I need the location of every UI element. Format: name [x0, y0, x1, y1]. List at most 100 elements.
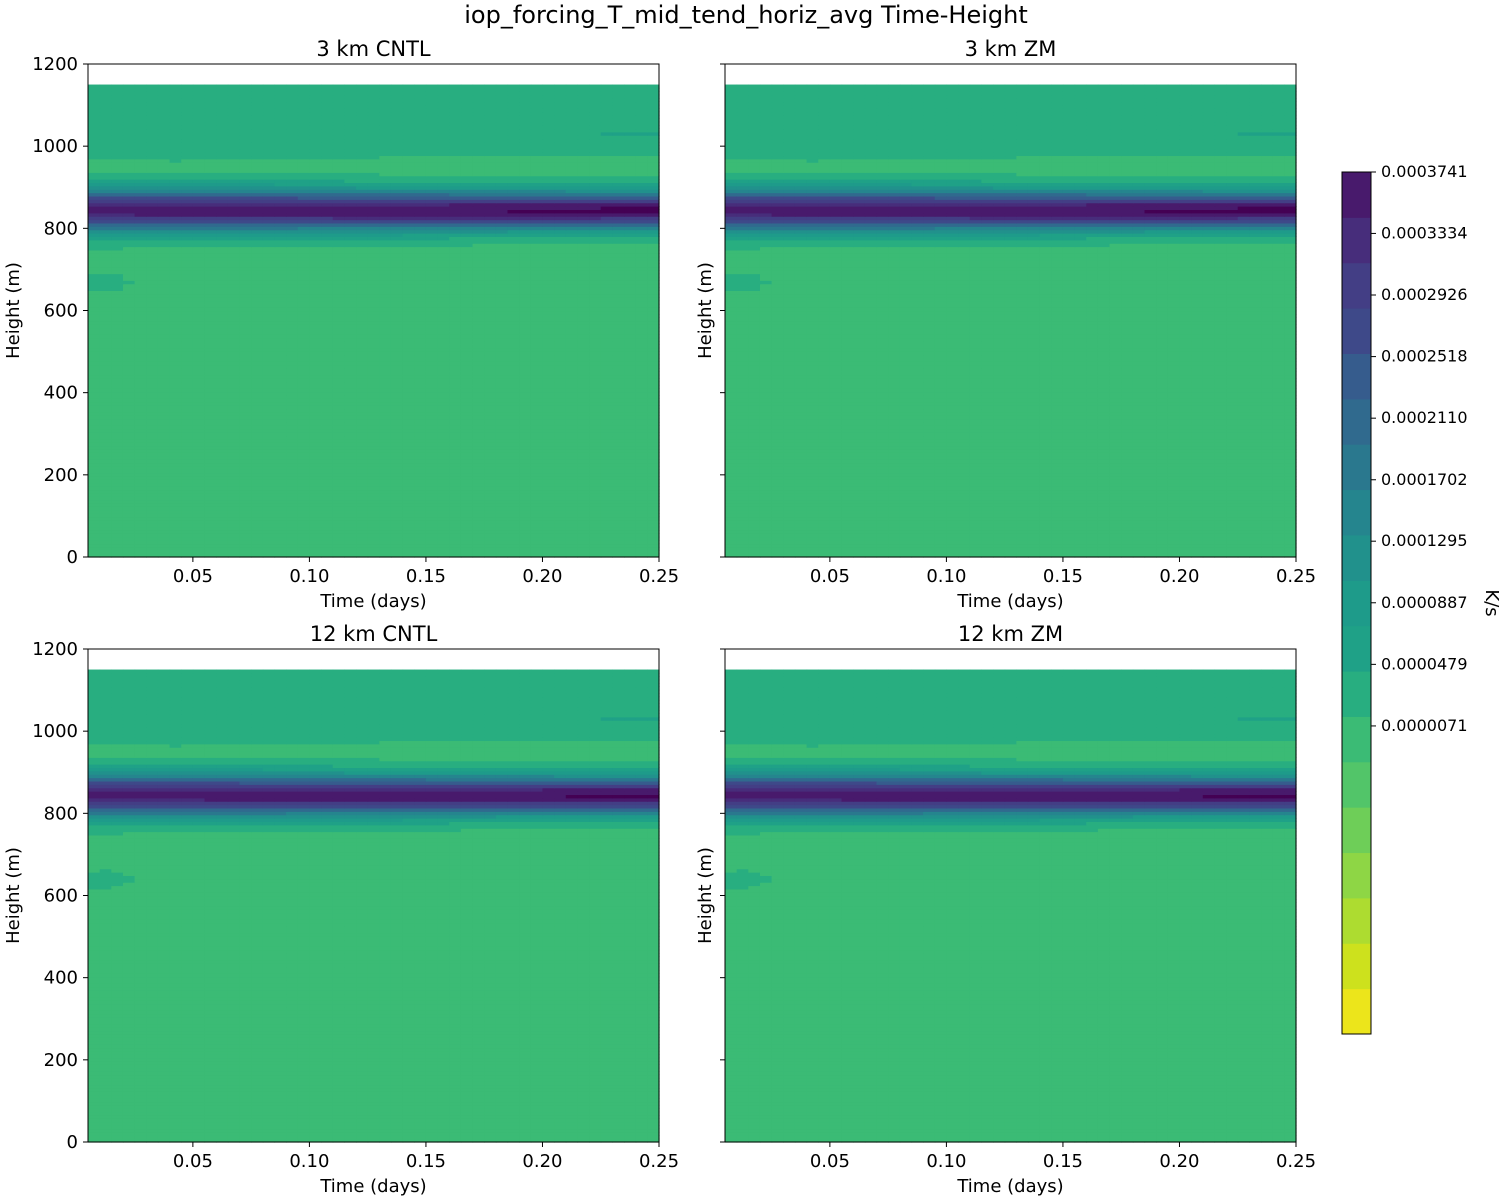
- contour-cell: [263, 540, 275, 544]
- contour-cell: [391, 520, 403, 524]
- contour-cell: [123, 533, 135, 537]
- contour-cell: [146, 483, 158, 487]
- contour-cell: [636, 483, 648, 487]
- contour-cell: [636, 520, 648, 524]
- contour-cell: [216, 527, 228, 531]
- contour-cell: [216, 533, 228, 537]
- contour-cell: [251, 476, 263, 480]
- contour-cell: [123, 483, 135, 487]
- contour-cell: [100, 463, 112, 467]
- contour-cell: [612, 483, 624, 487]
- contour-cell: [368, 533, 380, 537]
- contour-cell: [426, 469, 438, 473]
- contour-cell: [531, 506, 543, 510]
- contour-cell: [508, 520, 520, 524]
- contour-cell: [449, 547, 461, 551]
- contour-cell: [426, 483, 438, 487]
- contour-cell: [344, 506, 356, 510]
- contour-cell: [636, 456, 648, 460]
- contour-cell: [251, 527, 263, 531]
- contour-cell: [403, 496, 415, 500]
- contour-cell: [333, 520, 345, 524]
- contour-cell: [449, 490, 461, 494]
- contour-cell: [181, 483, 193, 487]
- contour-cell: [589, 456, 601, 460]
- contour-cell: [274, 506, 286, 510]
- contour-cell: [508, 476, 520, 480]
- contour-cell: [111, 513, 123, 517]
- contour-cell: [158, 540, 170, 544]
- contour-cell: [647, 469, 659, 473]
- contour-cell: [205, 520, 217, 524]
- contour-cell: [438, 490, 450, 494]
- contour-cell: [158, 520, 170, 524]
- contour-cell: [274, 483, 286, 487]
- contour-cell: [461, 533, 473, 537]
- contour-cell: [438, 513, 450, 517]
- contour-cell: [146, 540, 158, 544]
- contour-cell: [612, 513, 624, 517]
- contour-cell: [158, 469, 170, 473]
- contour-cell: [403, 476, 415, 480]
- contour-cell: [344, 476, 356, 480]
- contour-cell: [228, 513, 240, 517]
- contour-cell: [636, 469, 648, 473]
- contour-cell: [251, 513, 263, 517]
- contour-cell: [274, 476, 286, 480]
- contour-cell: [333, 476, 345, 480]
- contour-cell: [647, 547, 659, 551]
- contour-cell: [589, 469, 601, 473]
- contour-cell: [542, 506, 554, 510]
- contour-cell: [403, 513, 415, 517]
- contour-cell: [239, 513, 251, 517]
- contour-cell: [216, 469, 228, 473]
- contour-cell: [321, 527, 333, 531]
- contour-cell: [135, 520, 147, 524]
- contour-cell: [193, 533, 205, 537]
- contour-cell: [496, 513, 508, 517]
- contour-cell: [601, 506, 613, 510]
- contour-cell: [321, 520, 333, 524]
- contour-cell: [554, 476, 566, 480]
- contour-cell: [508, 483, 520, 487]
- contour-cell: [589, 490, 601, 494]
- contour-cell: [181, 520, 193, 524]
- contour-cell: [566, 476, 578, 480]
- contour-cell: [589, 463, 601, 467]
- contour-cell: [356, 547, 368, 551]
- contour-cell: [461, 456, 473, 460]
- contour-cell: [403, 463, 415, 467]
- contour-cell: [368, 527, 380, 531]
- contour-cell: [274, 490, 286, 494]
- contour-cell: [601, 520, 613, 524]
- contour-cell: [100, 527, 112, 531]
- contour-cell: [321, 540, 333, 544]
- contour-cell: [601, 463, 613, 467]
- contour-cell: [531, 520, 543, 524]
- contour-cell: [403, 527, 415, 531]
- contour-cell: [309, 506, 321, 510]
- contour-cell: [519, 527, 531, 531]
- contour-cell: [636, 506, 648, 510]
- contour-cell: [146, 496, 158, 500]
- contour-cell: [251, 520, 263, 524]
- contour-cell: [624, 533, 636, 537]
- contour-cell: [508, 527, 520, 531]
- contour-cell: [461, 506, 473, 510]
- contour-cell: [158, 463, 170, 467]
- contour-cell: [274, 456, 286, 460]
- contour-cell: [286, 540, 298, 544]
- contour-cell: [146, 520, 158, 524]
- contour-cell: [274, 527, 286, 531]
- contour-cell: [263, 533, 275, 537]
- contour-cell: [461, 490, 473, 494]
- contour-cell: [554, 513, 566, 517]
- contour-cell: [344, 463, 356, 467]
- contour-cell: [228, 506, 240, 510]
- contour-cell: [414, 520, 426, 524]
- contour-cell: [566, 483, 578, 487]
- contour-cell: [356, 496, 368, 500]
- contour-cell: [135, 483, 147, 487]
- contour-cell: [170, 469, 182, 473]
- contour-cell: [484, 547, 496, 551]
